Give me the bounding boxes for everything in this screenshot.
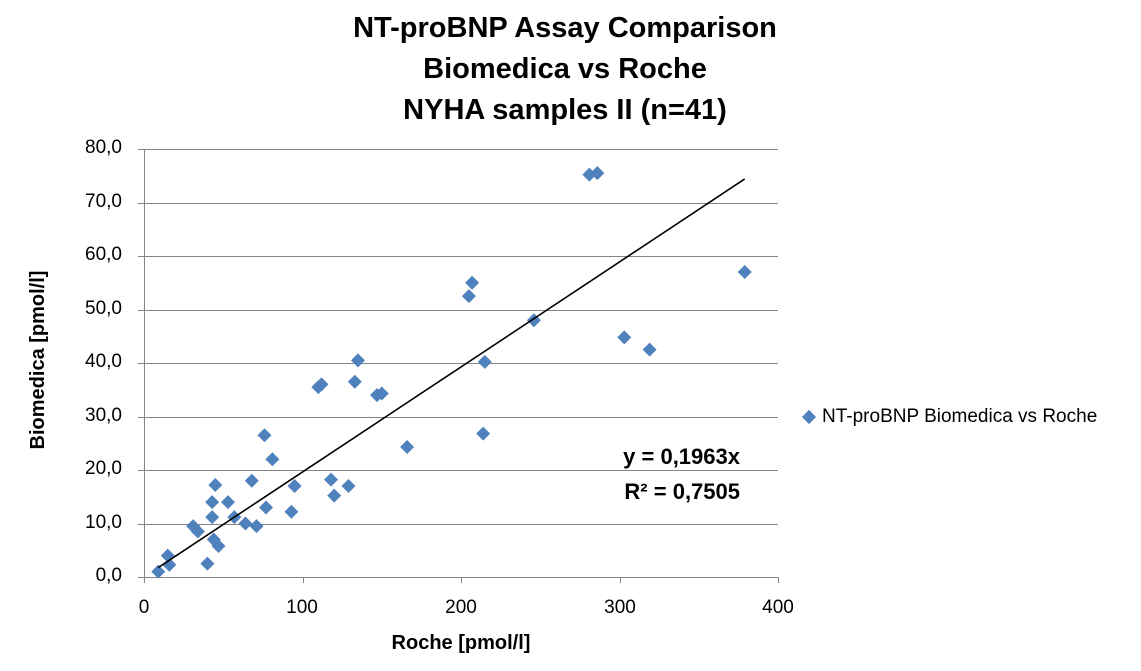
data-point	[257, 428, 272, 443]
data-point	[617, 330, 632, 345]
trendline	[157, 178, 746, 569]
legend-label: NT-proBNP Biomedica vs Roche	[822, 406, 1098, 427]
x-tick-label: 0	[138, 597, 150, 618]
x-tick-label: 100	[286, 597, 318, 618]
data-point	[476, 426, 491, 441]
data-point	[208, 477, 223, 492]
trendline-equation: y = 0,1963x	[623, 444, 740, 469]
data-point	[477, 354, 492, 369]
y-tick-label: 40,0	[85, 351, 122, 372]
data-point	[205, 495, 220, 510]
data-point	[238, 516, 253, 531]
data-point	[350, 353, 365, 368]
data-point	[151, 564, 166, 579]
data-point	[590, 166, 605, 181]
chart-title-line-2: Biomedica vs Roche	[423, 53, 707, 85]
x-tick-label: 200	[445, 597, 477, 618]
data-point	[327, 488, 342, 503]
data-point	[465, 275, 480, 290]
data-point	[221, 495, 236, 510]
y-tick-label: 70,0	[85, 191, 122, 212]
legend: NT-proBNP Biomedica vs Roche	[801, 406, 1098, 428]
data-point	[642, 342, 657, 357]
trendline-r-squared: R² = 0,7505	[624, 479, 740, 504]
data-point	[259, 500, 274, 515]
data-point	[324, 472, 339, 487]
data-point	[190, 524, 205, 539]
data-point	[249, 519, 264, 534]
data-point	[287, 479, 302, 494]
data-point	[200, 556, 215, 571]
data-point	[737, 265, 752, 280]
data-point	[347, 374, 362, 389]
y-axis-label: Biomedica [pmol/l]	[27, 270, 49, 450]
chart-title-line-1: NT-proBNP Assay Comparison	[353, 12, 777, 44]
data-point	[461, 289, 476, 304]
data-point	[341, 479, 356, 494]
y-tick-label: 30,0	[85, 405, 122, 426]
x-tick-label: 400	[762, 597, 794, 618]
y-tick-label: 10,0	[85, 512, 122, 533]
y-tick-label: 20,0	[85, 458, 122, 479]
legend-diamond-icon	[801, 409, 817, 425]
data-point	[205, 510, 220, 525]
x-tick-label: 300	[604, 597, 636, 618]
data-point	[244, 473, 259, 488]
data-point	[211, 538, 226, 553]
data-point	[400, 439, 415, 454]
y-tick-label: 60,0	[85, 244, 122, 265]
data-point	[374, 386, 389, 401]
y-tick-label: 50,0	[85, 298, 122, 319]
data-point	[314, 377, 329, 392]
data-point	[284, 504, 299, 519]
y-tick-label: 80,0	[85, 137, 122, 158]
y-tick-label: 0,0	[95, 565, 122, 586]
data-point	[265, 452, 280, 467]
chart-title-line-3: NYHA samples II (n=41)	[403, 94, 727, 126]
data-point	[162, 557, 177, 572]
x-axis-label: Roche [pmol/l]	[391, 632, 531, 654]
